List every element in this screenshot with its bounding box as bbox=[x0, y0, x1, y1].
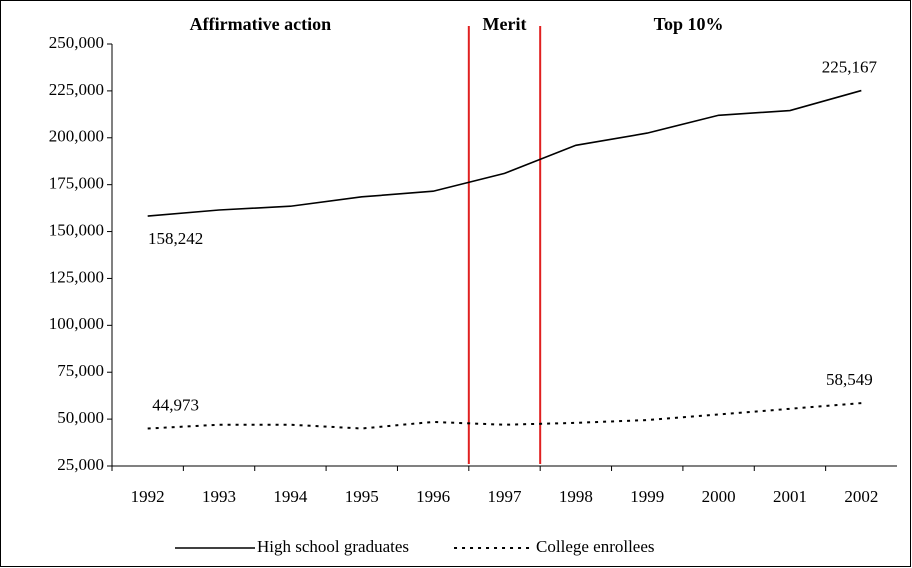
data-label: 225,167 bbox=[822, 57, 878, 76]
y-tick-label: 200,000 bbox=[49, 127, 104, 146]
series-line bbox=[147, 89, 862, 217]
x-tick-label: 1998 bbox=[559, 487, 593, 506]
y-tick-label: 175,000 bbox=[49, 174, 104, 193]
period-label: Affirmative action bbox=[190, 14, 331, 34]
data-label: 44,973 bbox=[152, 395, 199, 414]
data-label: 58,549 bbox=[826, 370, 873, 389]
x-tick-label: 1999 bbox=[630, 487, 664, 506]
x-tick-label: 1995 bbox=[345, 487, 379, 506]
x-tick-label: 2000 bbox=[702, 487, 736, 506]
y-tick-label: 25,000 bbox=[57, 455, 104, 474]
y-tick-label: 225,000 bbox=[49, 80, 104, 99]
x-tick-label: 1996 bbox=[416, 487, 450, 506]
legend-label: High school graduates bbox=[257, 537, 409, 556]
period-label: Top 10% bbox=[654, 14, 724, 34]
y-tick-label: 50,000 bbox=[57, 408, 104, 427]
y-tick-label: 75,000 bbox=[57, 361, 104, 380]
x-tick-label: 2001 bbox=[773, 487, 807, 506]
x-tick-label: 2002 bbox=[844, 487, 878, 506]
x-tick-label: 1992 bbox=[131, 487, 165, 506]
y-tick-label: 250,000 bbox=[49, 33, 104, 52]
x-tick-label: 1997 bbox=[488, 487, 523, 506]
x-tick-label: 1994 bbox=[273, 487, 308, 506]
legend-label: College enrollees bbox=[536, 537, 655, 556]
x-tick-label: 1993 bbox=[202, 487, 236, 506]
data-label: 158,242 bbox=[148, 229, 203, 248]
y-tick-label: 100,000 bbox=[49, 314, 104, 333]
y-tick-label: 125,000 bbox=[49, 267, 104, 286]
y-tick-label: 150,000 bbox=[49, 220, 104, 239]
period-label: Merit bbox=[483, 14, 527, 34]
